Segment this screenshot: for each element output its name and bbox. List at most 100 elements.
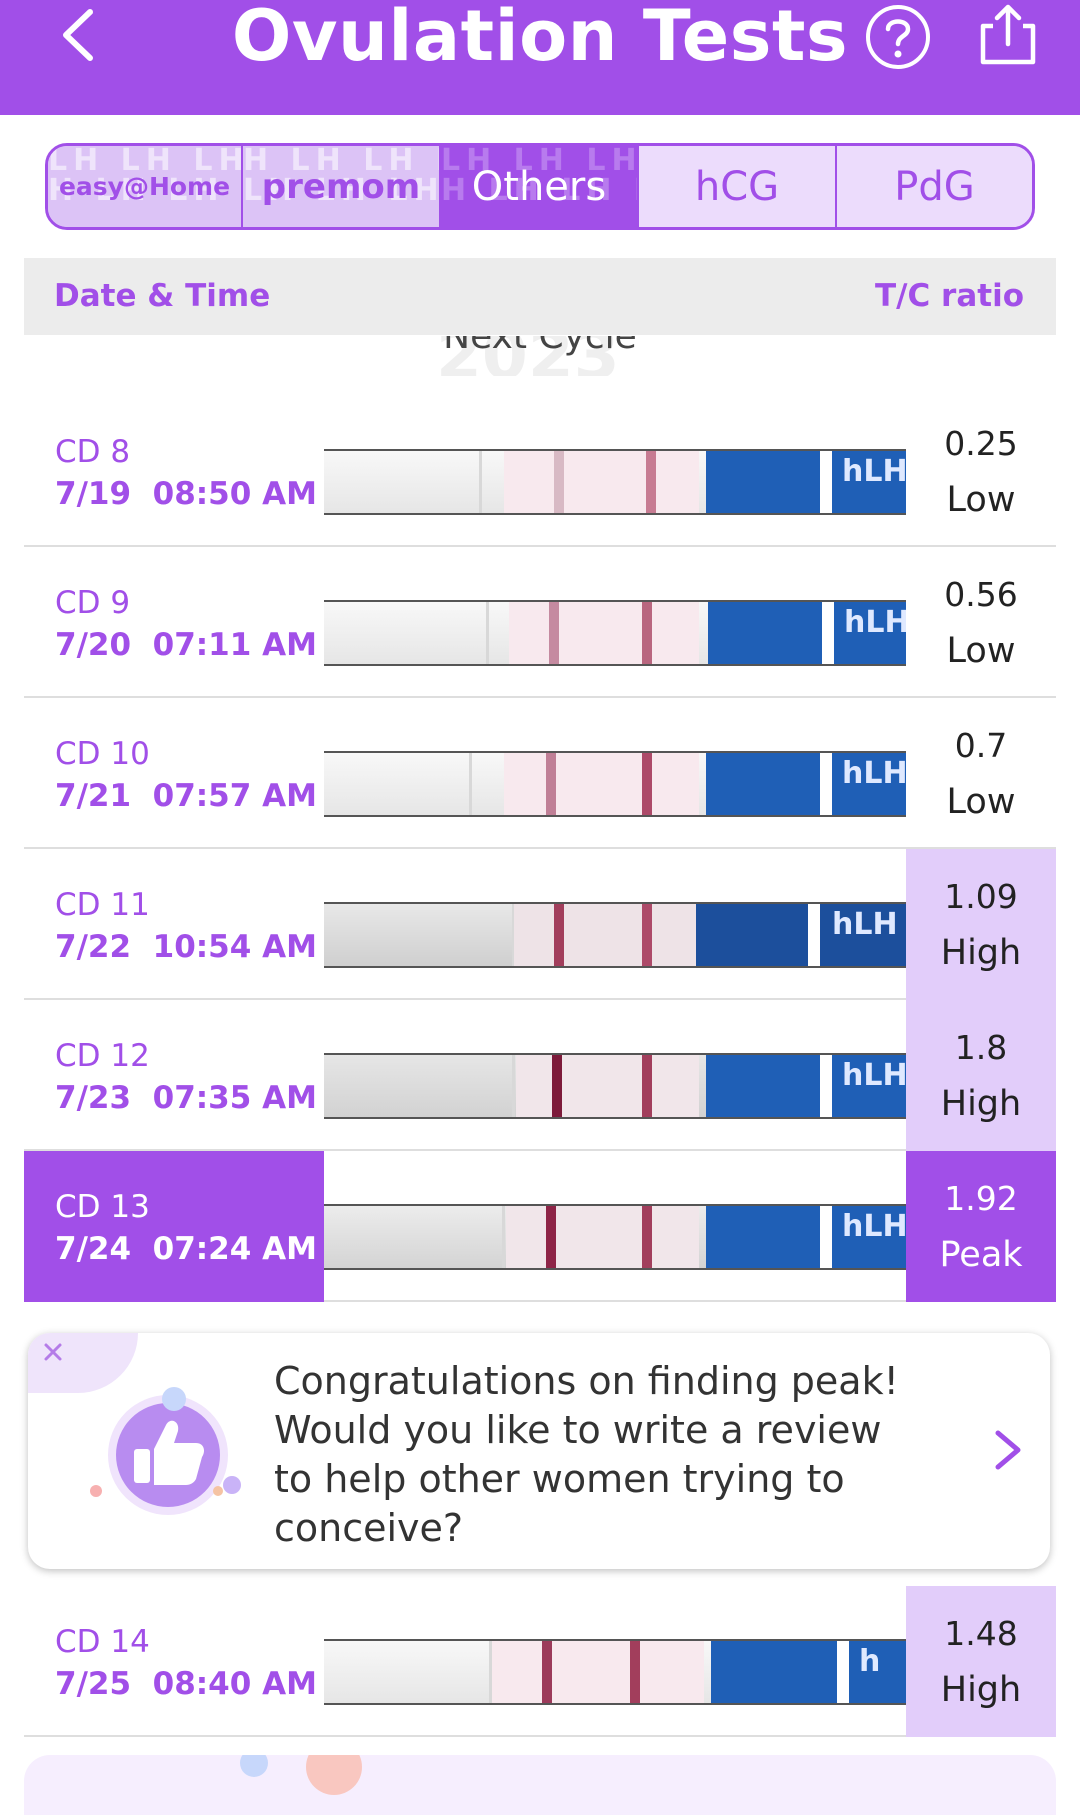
- question-circle-icon: [866, 5, 930, 69]
- test-row[interactable]: CD 10 7/21 07:57 AM hLH 0.7 Low: [24, 698, 1056, 849]
- test-row[interactable]: CD 14 7/25 08:40 AM h 1.48 High: [24, 1586, 1056, 1737]
- test-date-cell: CD 9 7/20 07:11 AM: [24, 547, 324, 698]
- test-datetime: 7/21 07:57 AM: [55, 778, 317, 814]
- test-date-cell: CD 14 7/25 08:40 AM: [24, 1586, 324, 1737]
- tc-ratio-header: T/C ratio: [875, 278, 1024, 314]
- strip-handle-bar: [820, 753, 832, 815]
- thumbs-up-illustration: [86, 1385, 250, 1525]
- test-line: [552, 1055, 562, 1117]
- test-datetime: 7/19 08:50 AM: [55, 476, 317, 512]
- test-line: [546, 753, 556, 815]
- test-row[interactable]: CD 8 7/19 08:50 AM hLH 0.25 Low: [24, 396, 1056, 547]
- tc-ratio-value: 1.92: [944, 1179, 1018, 1218]
- brand-tabs: LH LH LHH LH LH L easy@Home H LH LH LLH …: [45, 143, 1035, 230]
- tc-ratio-value: 0.56: [944, 575, 1018, 614]
- lh-level: Low: [946, 782, 1016, 822]
- lh-level: Peak: [939, 1235, 1023, 1275]
- column-header: Date & Time T/C ratio: [24, 258, 1056, 335]
- control-line: [642, 753, 652, 815]
- test-datetime: 7/25 08:40 AM: [55, 1666, 317, 1702]
- cycle-day: CD 9: [55, 585, 131, 621]
- strip-edge: [479, 451, 482, 513]
- test-date: 7/23: [55, 1080, 132, 1116]
- test-line: [554, 904, 564, 966]
- result-window: [506, 1206, 699, 1268]
- control-line: [646, 451, 656, 513]
- share-upload-icon: [980, 4, 1036, 65]
- tab-premom[interactable]: H LH LH LLH LH LH premom: [243, 146, 441, 227]
- tab-label: easy@Home: [58, 172, 231, 201]
- result-window: [516, 1055, 699, 1117]
- control-line: [642, 904, 652, 966]
- test-strip-image: hLH: [324, 751, 906, 817]
- strip-label: hLH: [832, 907, 898, 942]
- share-button[interactable]: [975, 0, 1041, 70]
- strip-handle-bar: [837, 1641, 849, 1703]
- strip-handle: hLH: [706, 1055, 906, 1117]
- test-strip-image: hLH: [324, 1204, 906, 1270]
- strip-label: hLH: [844, 605, 906, 640]
- tab-pattern: LH LH LHH LH LH L: [48, 146, 241, 208]
- tc-ratio-cell: 1.8 High: [906, 1000, 1056, 1151]
- test-time: 08:40 AM: [152, 1666, 317, 1702]
- result-window: [509, 602, 699, 664]
- tab-others[interactable]: LH LH LHH LH LH L Others: [441, 146, 639, 227]
- strip-label: hLH: [842, 454, 906, 489]
- tab-hcg[interactable]: hCG: [639, 146, 837, 227]
- test-strip-image: hLH: [324, 902, 906, 968]
- control-line: [630, 1641, 640, 1703]
- test-date: 7/24: [55, 1231, 132, 1267]
- cycle-day: CD 12: [55, 1038, 150, 1074]
- result-window: [504, 451, 699, 513]
- test-date-cell: CD 13 7/24 07:24 AM: [24, 1151, 324, 1302]
- test-row-peak[interactable]: CD 13 7/24 07:24 AM hLH 1.92 Peak: [24, 1151, 1056, 1302]
- chevron-left-icon: [63, 9, 93, 61]
- tc-ratio-value: 0.25: [944, 424, 1018, 463]
- strip-handle: hLH: [708, 602, 906, 664]
- test-datetime: 7/24 07:24 AM: [55, 1231, 317, 1267]
- strip-handle-bar: [820, 451, 832, 513]
- test-date-cell: CD 10 7/21 07:57 AM: [24, 698, 324, 849]
- test-strip-image: hLH: [324, 1053, 906, 1119]
- test-line: [542, 1641, 552, 1703]
- strip-edge: [502, 1206, 505, 1268]
- test-datetime: 7/20 07:11 AM: [55, 627, 317, 663]
- test-time: 07:24 AM: [152, 1231, 317, 1267]
- tc-ratio-cell: 1.09 High: [906, 849, 1056, 1000]
- help-button[interactable]: [864, 3, 932, 71]
- strip-handle: hLH: [706, 451, 906, 513]
- back-button[interactable]: [56, 0, 112, 70]
- test-line: [554, 451, 564, 513]
- result-window: [514, 904, 699, 966]
- test-row[interactable]: CD 12 7/23 07:35 AM hLH 1.8 High: [24, 1000, 1056, 1151]
- tc-ratio-value: 1.8: [954, 1028, 1008, 1067]
- strip-edge: [512, 904, 515, 966]
- result-window: [504, 753, 699, 815]
- tab-pattern: H LH LH LLH LH LH: [243, 146, 439, 208]
- test-row[interactable]: CD 9 7/20 07:11 AM hLH 0.56 Low: [24, 547, 1056, 698]
- lh-level: High: [940, 1084, 1022, 1124]
- strip-edge: [512, 1055, 515, 1117]
- strip-handle: h: [711, 1641, 906, 1703]
- decor-dots-icon: [240, 1755, 362, 1795]
- tab-easy-at-home[interactable]: LH LH LHH LH LH L easy@Home: [48, 146, 243, 227]
- review-open-button[interactable]: [988, 1425, 1028, 1475]
- tab-pdg[interactable]: PdG: [837, 146, 1032, 227]
- review-prompt-card[interactable]: Congratulations on finding peak! Would y…: [28, 1333, 1050, 1569]
- test-row[interactable]: CD 11 7/22 10:54 AM hLH 1.09 High: [24, 849, 1056, 1000]
- tc-ratio-cell: 1.92 Peak: [906, 1151, 1056, 1302]
- test-date: 7/25: [55, 1666, 132, 1702]
- close-button[interactable]: [38, 1337, 68, 1367]
- date-time-header: Date & Time: [54, 278, 271, 314]
- strip-edge: [486, 602, 489, 664]
- year-watermark: 2023: [436, 336, 620, 376]
- test-time: 07:57 AM: [152, 778, 317, 814]
- strip-edge: [489, 1641, 492, 1703]
- tc-ratio-value: 1.48: [944, 1614, 1018, 1653]
- result-window: [492, 1641, 704, 1703]
- tc-ratio-value: 1.09: [944, 877, 1018, 916]
- test-datetime: 7/23 07:35 AM: [55, 1080, 317, 1116]
- tab-label: Others: [471, 163, 607, 210]
- next-cycle-label: Next Cycle: [443, 336, 637, 357]
- strip-handle: hLH: [696, 904, 906, 966]
